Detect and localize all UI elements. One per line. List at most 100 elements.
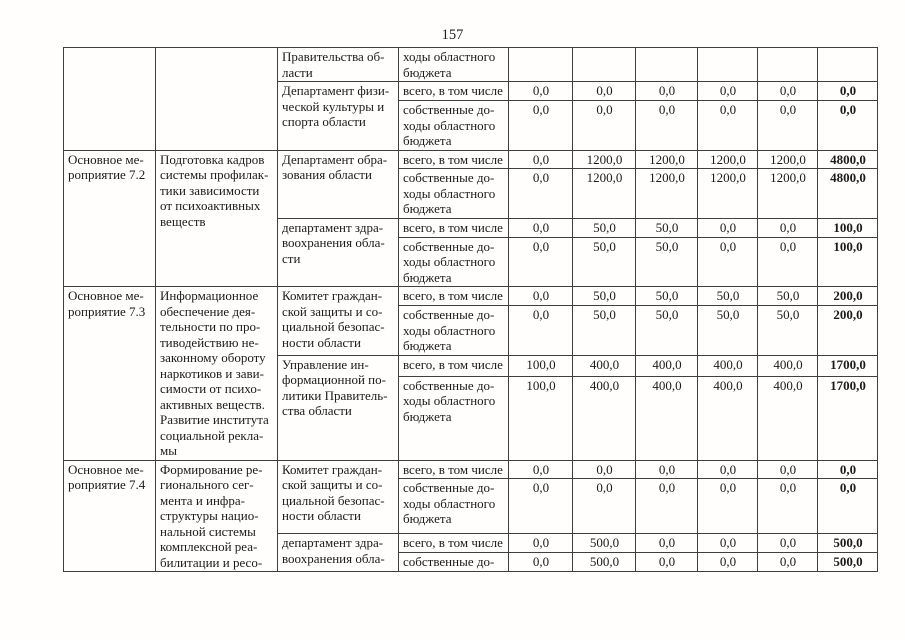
value-cell: 50,0 bbox=[635, 236, 698, 287]
value-cell bbox=[757, 47, 818, 82]
description-cell: Подготовка кадров системы профилак- тики… bbox=[155, 149, 278, 287]
value-cell: 400,0 bbox=[572, 354, 636, 377]
table-row: Основное ме- роприятие 7.4 Формирование … bbox=[63, 459, 878, 572]
value-cell: 0,0 bbox=[508, 100, 573, 151]
event-cell: Основное ме- роприятие 7.3 bbox=[63, 286, 156, 461]
funding-type-cell: собственные до- ходы областного бюджета bbox=[398, 478, 509, 534]
value-cell: 0,0 bbox=[697, 552, 758, 572]
funding-type-cell: всего, в том числе bbox=[398, 149, 509, 169]
value-cell: 0,0 bbox=[635, 533, 698, 553]
page-number: 157 bbox=[441, 27, 464, 43]
value-cell: 0,0 bbox=[697, 533, 758, 553]
value-cell: 50,0 bbox=[572, 286, 636, 306]
value-cell: 0,0 bbox=[508, 305, 573, 356]
value-cell: 50,0 bbox=[635, 305, 698, 356]
table-row: собственные до- ходы областного бюджета … bbox=[64, 236, 878, 287]
value-cell bbox=[635, 47, 698, 82]
event-cell: Основное ме- роприятие 7.4 bbox=[63, 459, 156, 572]
table-row: Управление ин- формационной по- литики П… bbox=[64, 354, 878, 461]
executor-cell: Департамент обра- зования области bbox=[277, 149, 399, 219]
value-cell: 0,0 bbox=[508, 286, 573, 306]
value-cell: 50,0 bbox=[572, 236, 636, 287]
value-cell bbox=[508, 47, 573, 82]
value-cell: 400,0 bbox=[635, 354, 698, 377]
value-cell bbox=[572, 47, 636, 82]
value-cell: 50,0 bbox=[697, 305, 758, 356]
value-cell: 0,0 bbox=[508, 217, 573, 238]
value-cell: 0,0 bbox=[508, 459, 573, 479]
value-cell: 0,0 bbox=[572, 100, 636, 151]
table-row: Основное ме- роприятие 7.3 Информационно… bbox=[63, 286, 878, 461]
value-cell: 400,0 bbox=[697, 354, 758, 377]
value-cell: 0,0 bbox=[572, 459, 636, 479]
value-cell: 50,0 bbox=[635, 286, 698, 306]
value-cell: 0,0 bbox=[757, 552, 818, 572]
value-cell bbox=[697, 47, 758, 82]
total-cell: 500,0 bbox=[817, 552, 878, 572]
executor-cell: Департамент физи- ческой культуры и спор… bbox=[277, 81, 399, 151]
funding-type-cell: собственные до- ходы областного бюджета bbox=[398, 236, 509, 287]
total-cell bbox=[817, 47, 878, 82]
table-row: собственные до- ходы областного бюджета … bbox=[64, 100, 878, 151]
value-cell: 0,0 bbox=[757, 217, 818, 238]
total-cell: 100,0 bbox=[817, 236, 878, 287]
funding-type-cell: всего, в том числе bbox=[398, 533, 509, 553]
value-cell: 100,0 bbox=[508, 354, 573, 377]
funding-type-cell: собственные до- bbox=[398, 552, 509, 572]
funding-type-cell: собственные до- ходы областного бюджета bbox=[398, 375, 509, 461]
value-cell: 0,0 bbox=[757, 100, 818, 151]
value-cell: 1200,0 bbox=[635, 168, 698, 219]
value-cell: 0,0 bbox=[508, 478, 573, 534]
total-cell: 4800,0 bbox=[817, 168, 878, 219]
value-cell: 100,0 bbox=[508, 375, 573, 461]
table-row: департамент здра- воохранения обла- всег… bbox=[64, 533, 878, 572]
value-cell: 0,0 bbox=[697, 478, 758, 534]
value-cell: 50,0 bbox=[757, 305, 818, 356]
value-cell: 0,0 bbox=[697, 81, 758, 101]
value-cell: 500,0 bbox=[572, 552, 636, 572]
funding-type-cell: собственные до- ходы областного бюджета bbox=[398, 168, 509, 219]
value-cell: 400,0 bbox=[757, 354, 818, 377]
funding-type-cell: всего, в том числе bbox=[398, 81, 509, 101]
total-cell: 0,0 bbox=[817, 100, 878, 151]
table-row: собственные до- ходы областного бюджета … bbox=[64, 375, 878, 461]
value-cell: 400,0 bbox=[697, 375, 758, 461]
funding-table: Правительства об- ласти ходы областного … bbox=[63, 47, 878, 572]
value-cell: 0,0 bbox=[508, 81, 573, 101]
value-cell: 1200,0 bbox=[757, 149, 818, 169]
value-cell: 0,0 bbox=[697, 100, 758, 151]
value-cell: 50,0 bbox=[572, 217, 636, 238]
value-cell: 0,0 bbox=[635, 478, 698, 534]
value-cell: 1200,0 bbox=[697, 149, 758, 169]
table-row: Правительства об- ласти ходы областного … bbox=[63, 47, 878, 151]
value-cell: 50,0 bbox=[697, 286, 758, 306]
event-cell bbox=[63, 47, 156, 151]
executor-cell: департамент здра- воохранения обла- bbox=[277, 533, 399, 572]
value-cell: 1200,0 bbox=[572, 168, 636, 219]
total-cell: 500,0 bbox=[817, 533, 878, 553]
funding-type-cell: собственные до- ходы областного бюджета bbox=[398, 100, 509, 151]
executor-cell: Управление ин- формационной по- литики П… bbox=[277, 354, 399, 461]
total-cell: 200,0 bbox=[817, 286, 878, 306]
total-cell: 4800,0 bbox=[817, 149, 878, 169]
value-cell: 50,0 bbox=[572, 305, 636, 356]
executor-cell: Правительства об- ласти bbox=[277, 47, 399, 82]
total-cell: 100,0 bbox=[817, 217, 878, 238]
funding-type-cell: ходы областного бюджета bbox=[398, 47, 509, 82]
description-cell bbox=[155, 47, 278, 151]
total-cell: 0,0 bbox=[817, 459, 878, 479]
value-cell: 0,0 bbox=[697, 236, 758, 287]
total-cell: 200,0 bbox=[817, 305, 878, 356]
table-row: департамент здра- воохранения обла- сти … bbox=[64, 217, 878, 287]
value-cell: 0,0 bbox=[635, 100, 698, 151]
table-row: собственные до- ходы областного бюджета … bbox=[64, 305, 878, 356]
table-row: Департамент физи- ческой культуры и спор… bbox=[64, 81, 878, 151]
value-cell: 0,0 bbox=[508, 149, 573, 169]
value-cell: 0,0 bbox=[757, 81, 818, 101]
value-cell: 0,0 bbox=[635, 552, 698, 572]
funding-type-cell: всего, в том числе bbox=[398, 217, 509, 238]
total-cell: 0,0 bbox=[817, 478, 878, 534]
value-cell: 0,0 bbox=[757, 478, 818, 534]
event-cell: Основное ме- роприятие 7.2 bbox=[63, 149, 156, 287]
